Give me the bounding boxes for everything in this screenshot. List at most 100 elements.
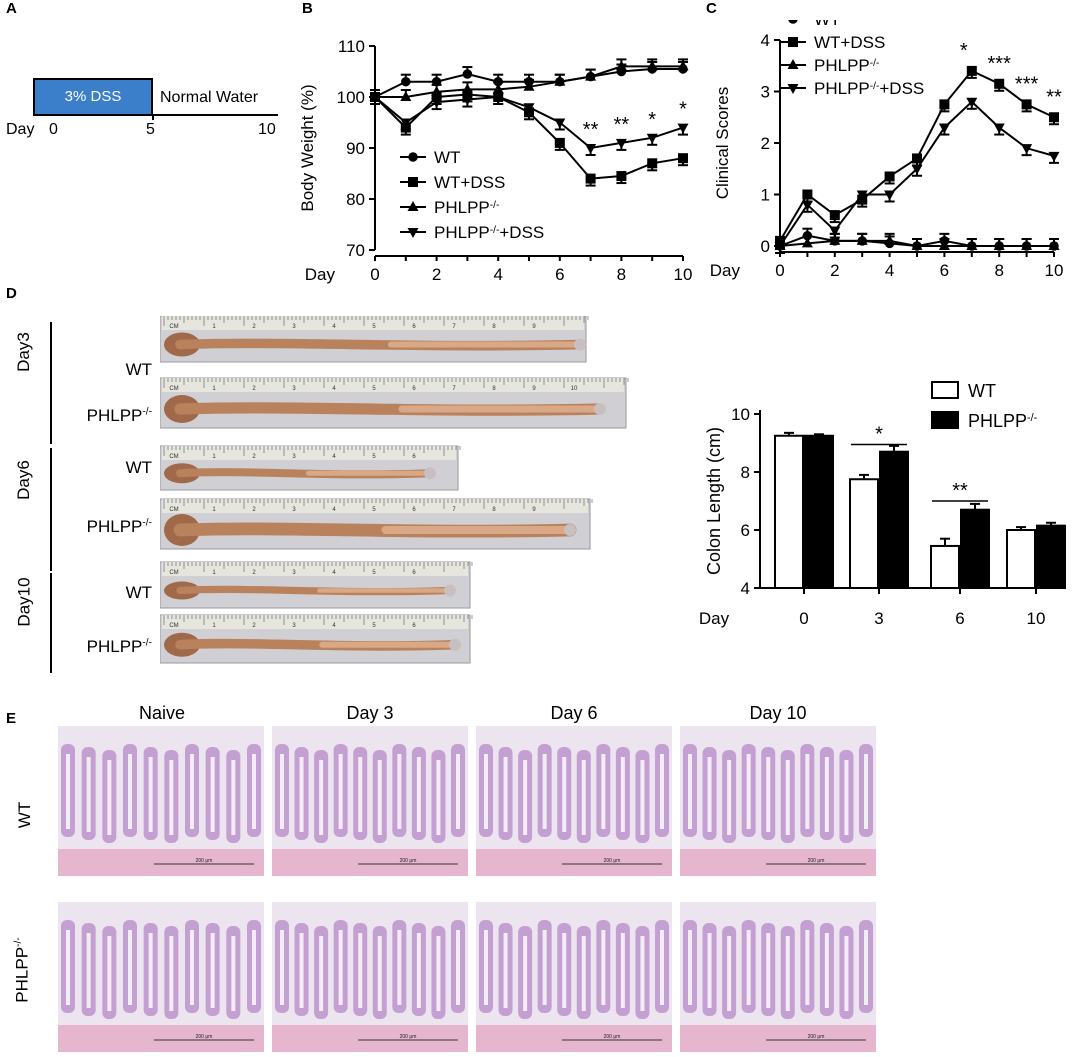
data-point: [462, 69, 473, 79]
submucosa: [680, 1025, 876, 1052]
ruler-label: 3: [292, 623, 296, 629]
crypt-lumen: [660, 930, 664, 1005]
colon-end: [424, 467, 436, 480]
data-point: [461, 83, 473, 94]
legend-swatch: [931, 381, 959, 399]
ruler-label: 2: [252, 507, 256, 513]
data-point: [615, 60, 627, 71]
data-point: [554, 75, 566, 86]
panel-d-letter: D: [6, 285, 17, 302]
crypt-lumen: [416, 933, 421, 1008]
crypt-lumen: [436, 760, 441, 835]
crypt-lumen: [86, 757, 91, 832]
crypt-lumen: [766, 933, 771, 1008]
data-point: [585, 70, 597, 81]
data-point: [774, 242, 786, 252]
crypt-lumen: [252, 754, 256, 829]
crypt-lumen: [727, 760, 732, 835]
y-tick-label: 4: [761, 31, 770, 50]
significance-mark: **: [952, 480, 968, 502]
colon-end: [564, 524, 576, 536]
ruler-label: 1: [212, 570, 216, 576]
scale-bar-label: 200 μm: [808, 858, 825, 864]
ruler-label: CM: [169, 623, 178, 629]
crypt-lumen: [688, 930, 692, 1005]
crypt-lumen: [358, 933, 363, 1008]
data-point: [938, 123, 950, 134]
crypt-lumen: [620, 757, 625, 832]
data-point: [400, 118, 412, 129]
crypt-lumen: [280, 930, 284, 1005]
x-tick-label: 6: [955, 609, 964, 628]
crypt-lumen: [523, 760, 528, 835]
data-point: [1021, 240, 1033, 250]
panel-e-letter: E: [6, 710, 17, 727]
histology-tile: 200 μm: [680, 902, 876, 1052]
legend-label: PHLPP-/-: [434, 198, 499, 217]
e-col-naive: Naive: [138, 703, 186, 723]
scale-bar-label: 200 μm: [604, 858, 621, 864]
timeline-tick-10: 10: [258, 121, 276, 138]
crypt-lumen: [210, 757, 215, 832]
ruler-label: 2: [252, 386, 256, 392]
data-point: [431, 98, 443, 109]
crypt-lumen: [107, 936, 112, 1011]
e-col-day6: Day 6: [550, 703, 598, 723]
crypt-lumen: [397, 930, 402, 1005]
crypt-lumen: [338, 754, 343, 829]
crypt-lumen: [864, 754, 868, 829]
significance-mark: *: [679, 99, 687, 121]
crypt-lumen: [562, 933, 567, 1008]
legend-swatch: [931, 411, 959, 429]
histology-tile: 200 μm: [272, 902, 468, 1052]
colon-photo: CM 1 2 3 4 5 6 7 8 9: [160, 316, 589, 363]
x-tick-label: 10: [1045, 261, 1064, 280]
data-point: [884, 171, 895, 182]
ruler-label: 3: [292, 570, 296, 576]
crypt-lumen: [824, 933, 829, 1008]
significance-mark: **: [614, 114, 630, 136]
d-row-label-day3-ko: PHLPP-/-: [86, 406, 152, 425]
crypt-lumen: [338, 930, 343, 1005]
crypt-lumen: [523, 936, 528, 1011]
ruler-label: 7: [452, 386, 456, 392]
bar: [804, 434, 834, 589]
data-point: [884, 190, 896, 201]
ruler-label: 6: [412, 570, 416, 576]
ruler-label: 2: [252, 324, 256, 330]
data-point: [401, 76, 411, 87]
e-col-day3: Day 3: [346, 703, 394, 723]
ruler-label: 4: [332, 386, 336, 392]
crypt-lumen: [824, 757, 829, 832]
data-point: [1049, 112, 1059, 123]
timeline-after-label: Normal Water: [160, 89, 259, 106]
crypt-lumen: [148, 933, 153, 1008]
timeline-line: [151, 114, 278, 116]
series-wtdss: [775, 65, 1059, 249]
colon-end: [444, 584, 456, 597]
legend-label: WT+DSS: [434, 173, 505, 192]
scale-bar-label: 200 μm: [604, 1034, 621, 1040]
crypt-lumen: [640, 936, 645, 1011]
timeline-tick-5: 5: [146, 121, 155, 138]
crypt-lumen: [128, 754, 132, 829]
crypt-lumen: [210, 933, 215, 1008]
significance-mark: *: [648, 109, 656, 131]
ruler-label: 3: [292, 324, 296, 330]
data-point: [912, 153, 922, 164]
x-tick-label: 0: [775, 261, 784, 280]
crypt-lumen: [707, 757, 712, 832]
crypt-lumen: [484, 754, 488, 829]
data-point: [829, 226, 841, 237]
crypt-lumen: [542, 930, 547, 1005]
crypt-lumen: [66, 930, 70, 1005]
legend-marker: [787, 84, 799, 94]
data-point: [462, 89, 473, 100]
x-axis-label: Day: [305, 265, 336, 284]
ruler-label: 6: [412, 454, 416, 460]
x-tick-label: 10: [1027, 609, 1046, 628]
clinical-scores-chart: 0 1 2 3 4 0 2 4 6 8 10 Day Clinical Scores WT WT+DSS PH…: [710, 20, 1064, 280]
ruler-label: 4: [332, 623, 336, 629]
ruler-label: 3: [292, 507, 296, 513]
y-tick-label: 6: [741, 521, 750, 540]
